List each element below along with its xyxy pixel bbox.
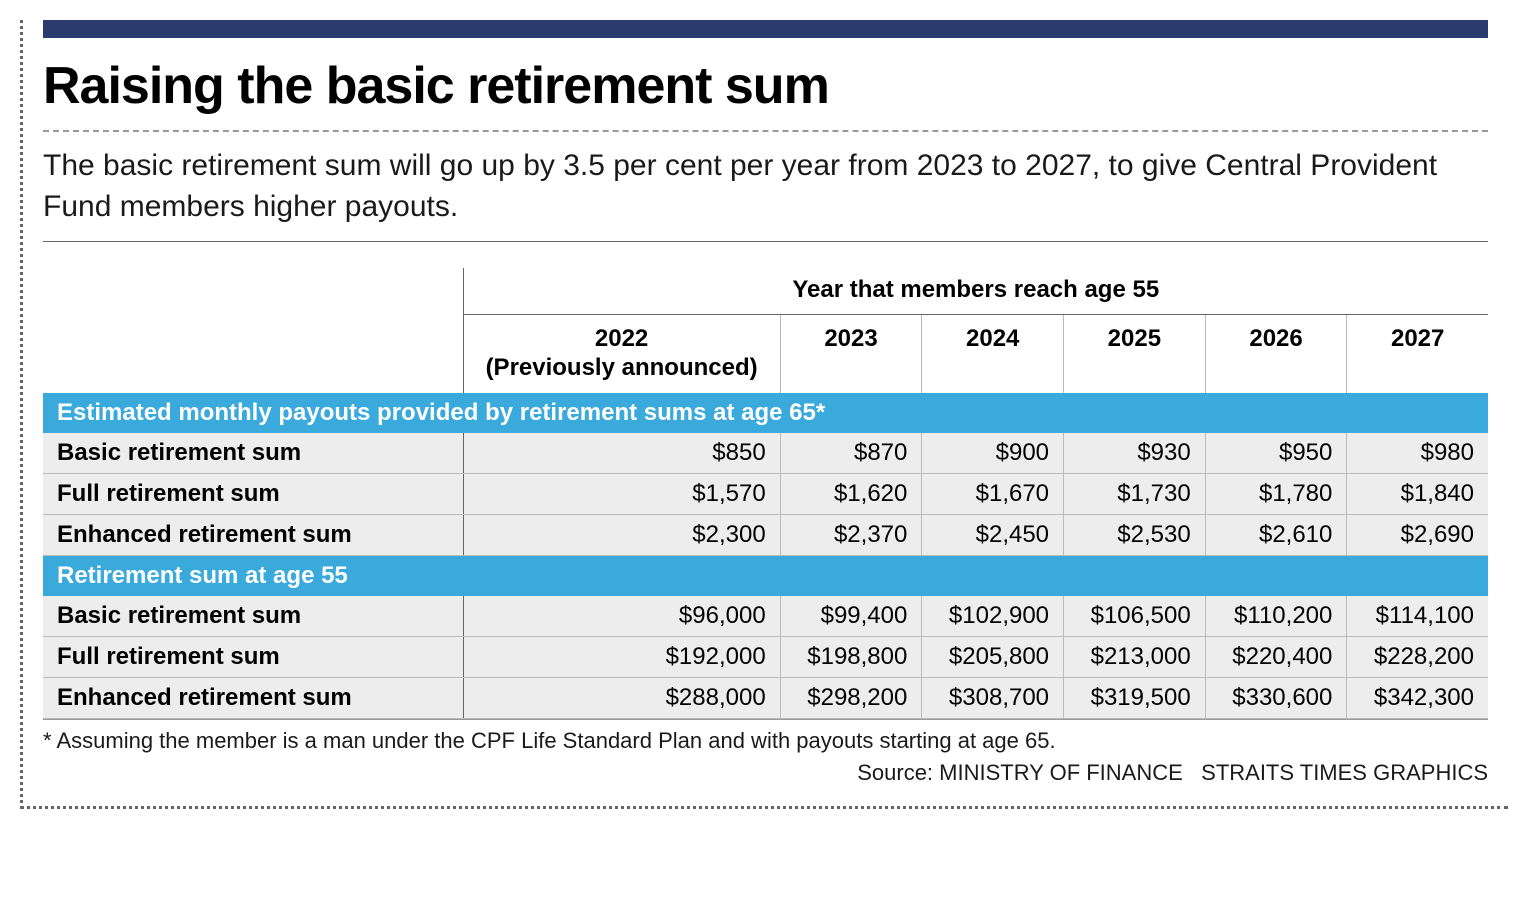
cell: $1,730 — [1064, 473, 1206, 514]
cell: $2,370 — [780, 514, 922, 555]
cell: $950 — [1205, 433, 1347, 474]
year-label: 2023 — [824, 325, 877, 352]
table-row: Full retirement sum $192,000 $198,800 $2… — [43, 636, 1488, 677]
year-col-2027: 2027 — [1347, 315, 1488, 393]
footnote: * Assuming the member is a man under the… — [43, 728, 1508, 754]
row-label: Enhanced retirement sum — [43, 514, 463, 555]
row-label: Enhanced retirement sum — [43, 677, 463, 718]
cell: $2,300 — [463, 514, 780, 555]
cell: $2,690 — [1347, 514, 1488, 555]
row-label: Basic retirement sum — [43, 433, 463, 474]
year-label: 2027 — [1391, 325, 1444, 352]
infographic-container: Raising the basic retirement sum The bas… — [20, 20, 1508, 809]
year-label: 2026 — [1249, 325, 1302, 352]
cell: $2,450 — [922, 514, 1064, 555]
cell: $102,900 — [922, 596, 1064, 637]
source-line: Source: MINISTRY OF FINANCE STRAITS TIME… — [43, 760, 1488, 786]
table-row: Basic retirement sum $96,000 $99,400 $10… — [43, 596, 1488, 637]
section-title: Estimated monthly payouts provided by re… — [43, 393, 1488, 433]
cell: $2,610 — [1205, 514, 1347, 555]
cell: $1,620 — [780, 473, 922, 514]
cell: $308,700 — [922, 677, 1064, 718]
cell: $198,800 — [780, 636, 922, 677]
subtitle: The basic retirement sum will go up by 3… — [43, 146, 1508, 227]
cell: $980 — [1347, 433, 1488, 474]
cell: $900 — [922, 433, 1064, 474]
year-col-2022: 2022 (Previously announced) — [463, 315, 780, 393]
year-col-2024: 2024 — [922, 315, 1064, 393]
cell: $114,100 — [1347, 596, 1488, 637]
table-row: Full retirement sum $1,570 $1,620 $1,670… — [43, 473, 1488, 514]
cell: $99,400 — [780, 596, 922, 637]
cell: $106,500 — [1064, 596, 1206, 637]
cell: $1,670 — [922, 473, 1064, 514]
cell: $298,200 — [780, 677, 922, 718]
cell: $228,200 — [1347, 636, 1488, 677]
cell: $205,800 — [922, 636, 1064, 677]
cell: $870 — [780, 433, 922, 474]
year-col-2023: 2023 — [780, 315, 922, 393]
cell: $213,000 — [1064, 636, 1206, 677]
cell: $1,780 — [1205, 473, 1347, 514]
table-super-header: Year that members reach age 55 — [463, 268, 1488, 315]
bottom-divider — [43, 719, 1488, 720]
cell: $220,400 — [1205, 636, 1347, 677]
cell: $1,840 — [1347, 473, 1488, 514]
cell: $342,300 — [1347, 677, 1488, 718]
table-row: Basic retirement sum $850 $870 $900 $930… — [43, 433, 1488, 474]
cell: $1,570 — [463, 473, 780, 514]
page-title: Raising the basic retirement sum — [43, 56, 1508, 116]
row-label: Full retirement sum — [43, 636, 463, 677]
row-label: Basic retirement sum — [43, 596, 463, 637]
cell: $319,500 — [1064, 677, 1206, 718]
year-label: 2022 — [595, 325, 648, 352]
cell: $850 — [463, 433, 780, 474]
year-col-2026: 2026 — [1205, 315, 1347, 393]
cell: $192,000 — [463, 636, 780, 677]
year-label: 2025 — [1108, 325, 1161, 352]
cell: $330,600 — [1205, 677, 1347, 718]
solid-divider — [43, 241, 1488, 242]
row-label: Full retirement sum — [43, 473, 463, 514]
year-sublabel: (Previously announced) — [472, 354, 772, 383]
cell: $288,000 — [463, 677, 780, 718]
year-label: 2024 — [966, 325, 1019, 352]
table-row: Enhanced retirement sum $288,000 $298,20… — [43, 677, 1488, 718]
top-accent-bar — [43, 20, 1488, 38]
table-corner-empty — [43, 268, 463, 393]
cell: $96,000 — [463, 596, 780, 637]
cell: $930 — [1064, 433, 1206, 474]
section-header-sums: Retirement sum at age 55 — [43, 555, 1488, 596]
year-col-2025: 2025 — [1064, 315, 1206, 393]
table-row: Enhanced retirement sum $2,300 $2,370 $2… — [43, 514, 1488, 555]
dashed-divider — [43, 130, 1488, 132]
section-title: Retirement sum at age 55 — [43, 555, 1488, 596]
cell: $110,200 — [1205, 596, 1347, 637]
section-header-payouts: Estimated monthly payouts provided by re… — [43, 393, 1488, 433]
cell: $2,530 — [1064, 514, 1206, 555]
retirement-table: Year that members reach age 55 2022 (Pre… — [43, 268, 1488, 719]
